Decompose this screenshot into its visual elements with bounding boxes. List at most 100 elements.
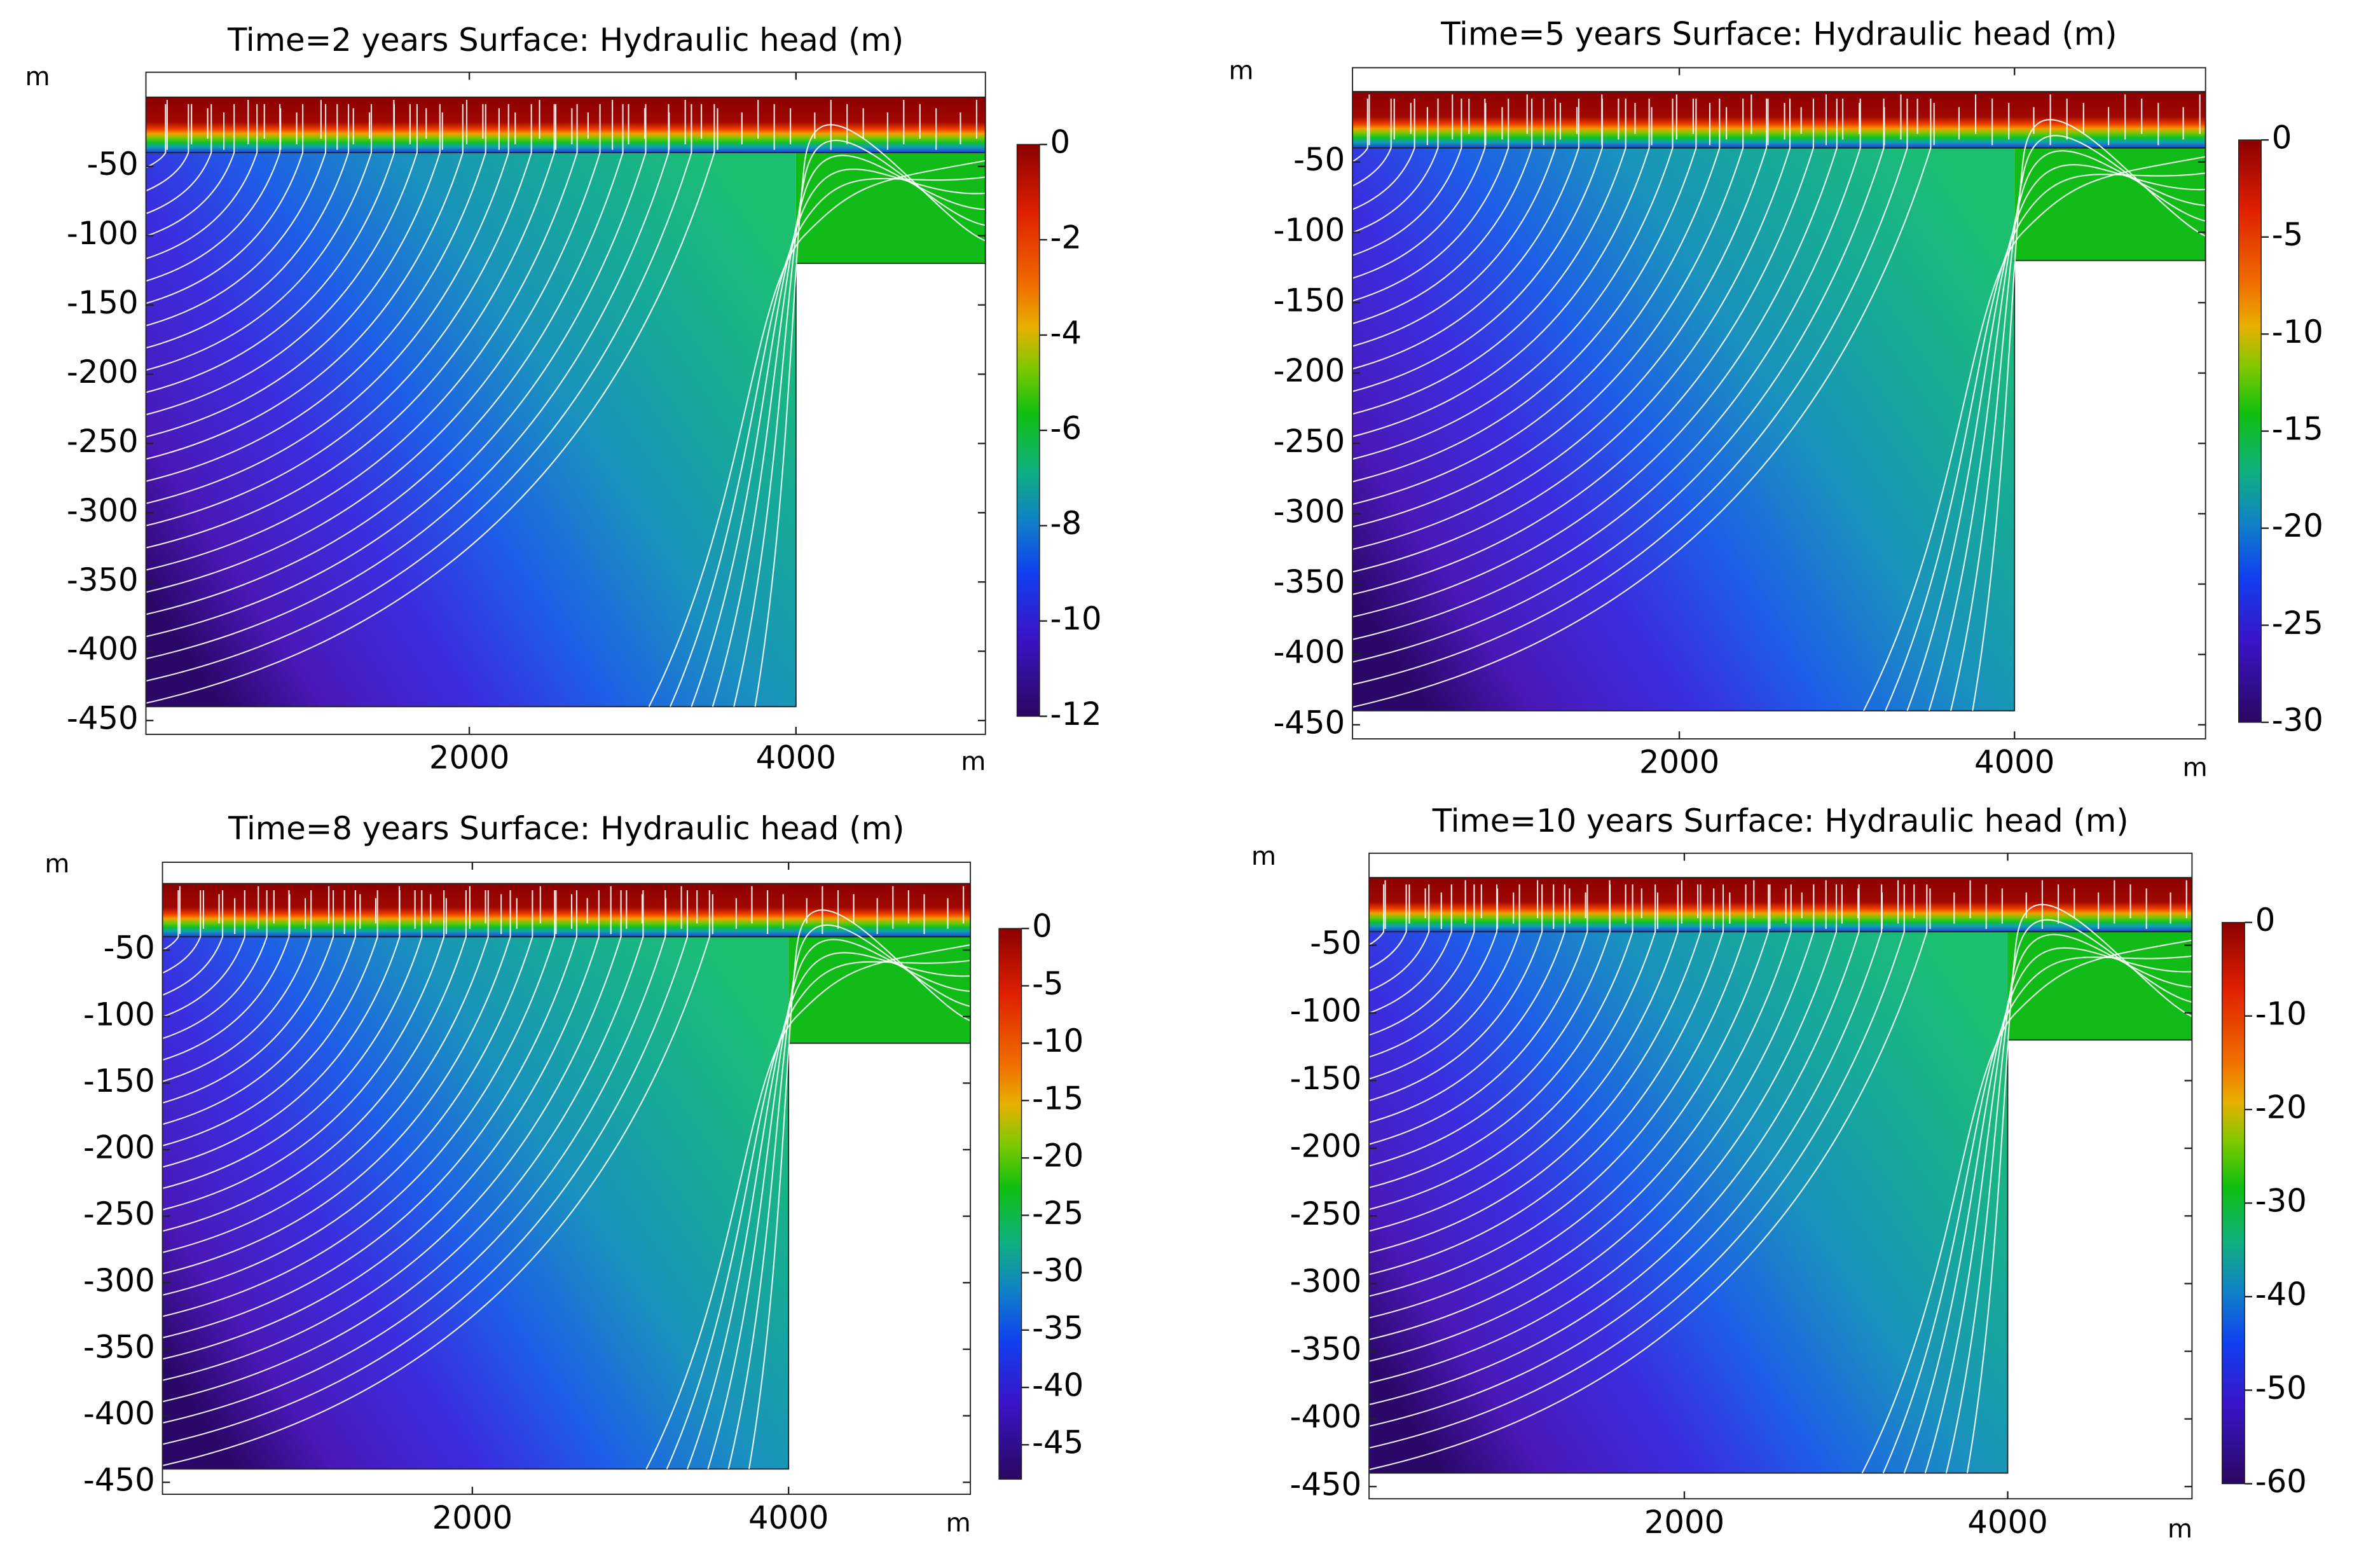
streamline bbox=[1972, 119, 2206, 711]
y-tick-label: -150 bbox=[83, 1063, 155, 1099]
streamline bbox=[1352, 99, 1533, 324]
y-tick-label: -400 bbox=[1273, 634, 1345, 671]
colorbar-tick-label: -50 bbox=[2255, 1370, 2307, 1406]
y-tick-label: -350 bbox=[67, 561, 139, 598]
streamline bbox=[162, 890, 710, 1466]
streamline bbox=[1352, 99, 1744, 528]
streamline bbox=[1369, 884, 1611, 1167]
y-tick-label: -450 bbox=[1273, 704, 1345, 741]
streamline bbox=[1352, 99, 1486, 279]
streamline bbox=[1352, 99, 1603, 392]
colorbar-tick-label: -30 bbox=[2255, 1183, 2307, 1220]
streamline bbox=[1966, 904, 2192, 1473]
streamline bbox=[146, 104, 258, 259]
x-tick-label: 2000 bbox=[432, 1499, 512, 1536]
y-tick-label: -300 bbox=[1273, 493, 1345, 530]
colorbar-tick-label: 0 bbox=[1050, 124, 1071, 161]
x-tick-label: 4000 bbox=[756, 739, 836, 776]
streamline bbox=[1369, 884, 1452, 1014]
x-tick-label: 4000 bbox=[1974, 744, 2054, 781]
streamline bbox=[146, 104, 418, 416]
y-tick-label: -200 bbox=[67, 354, 139, 390]
field bbox=[1369, 877, 2192, 1474]
streamline bbox=[146, 104, 532, 526]
streamline bbox=[146, 104, 189, 192]
y-tick-label: -250 bbox=[83, 1195, 155, 1232]
streamline bbox=[146, 104, 715, 704]
streamline bbox=[146, 104, 167, 168]
colorbar bbox=[998, 928, 1022, 1480]
y-tick-label: -200 bbox=[83, 1129, 155, 1166]
colorbar-tick-label: -25 bbox=[1032, 1195, 1083, 1232]
streamline bbox=[1369, 884, 1724, 1276]
streamline bbox=[1369, 884, 1656, 1211]
streamline bbox=[1369, 884, 1385, 946]
right-block bbox=[2007, 932, 2192, 1040]
streamline bbox=[162, 890, 224, 996]
streamline bbox=[1369, 884, 1475, 1036]
streamline bbox=[162, 890, 268, 1040]
streamline bbox=[1352, 99, 1627, 415]
colorbar-tick-label: -40 bbox=[1032, 1367, 1083, 1404]
streamline bbox=[1352, 99, 1392, 187]
colorbar-tick-label: -6 bbox=[1050, 409, 1082, 446]
colorbar-tick-label: -2 bbox=[1050, 219, 1082, 256]
streamline bbox=[146, 104, 647, 638]
y-axis-label: m bbox=[1251, 842, 1276, 871]
colorbar-tick-label: -8 bbox=[1050, 505, 1082, 542]
streamline bbox=[1369, 884, 1498, 1058]
streamline bbox=[1352, 99, 1791, 573]
colorbar-tick-label: -15 bbox=[2272, 411, 2323, 448]
streamline bbox=[748, 909, 971, 1469]
streamline bbox=[162, 890, 533, 1296]
streamline bbox=[146, 104, 350, 349]
streamline bbox=[162, 890, 689, 1445]
y-tick-label: -300 bbox=[1290, 1263, 1362, 1300]
colorbar-tick-label: -45 bbox=[1032, 1424, 1083, 1461]
streamline bbox=[162, 890, 622, 1381]
streamline bbox=[1352, 99, 1674, 460]
colorbar-tick-label: -20 bbox=[1032, 1138, 1083, 1174]
streamline bbox=[162, 890, 401, 1168]
x-tick-label: 2000 bbox=[1644, 1504, 1724, 1541]
y-axis-label: m bbox=[1228, 57, 1253, 86]
colorbar-tick-label: -10 bbox=[2255, 995, 2307, 1032]
top-layer bbox=[1369, 877, 2192, 932]
colorbar bbox=[2221, 922, 2245, 1485]
streamline bbox=[1369, 884, 1883, 1427]
y-tick-label: -350 bbox=[1273, 563, 1345, 600]
streamline bbox=[162, 890, 423, 1190]
streamline bbox=[1369, 884, 1747, 1297]
streamline bbox=[162, 890, 445, 1211]
streamline bbox=[1369, 884, 1430, 992]
x-tick-label: 4000 bbox=[748, 1499, 829, 1536]
y-tick-label: -100 bbox=[1273, 212, 1345, 249]
streamline bbox=[1352, 99, 1861, 640]
panel: Time=2 years Surface: Hydraulic head (m)… bbox=[25, 22, 1102, 776]
streamline bbox=[1352, 99, 1768, 551]
x-axis-label: m bbox=[2168, 1515, 2192, 1544]
field bbox=[146, 96, 986, 708]
y-tick-label: -50 bbox=[1293, 141, 1345, 178]
streamline bbox=[146, 104, 509, 504]
y-tick-label: -250 bbox=[67, 423, 139, 460]
streamline bbox=[162, 890, 245, 1018]
streamline bbox=[146, 104, 624, 616]
colorbar bbox=[2238, 139, 2262, 723]
streamline bbox=[162, 890, 578, 1338]
y-tick-label: -350 bbox=[83, 1328, 155, 1365]
colorbar-tick-label: -40 bbox=[2255, 1276, 2307, 1313]
y-tick-label: -300 bbox=[67, 492, 139, 529]
y-tick-label: -100 bbox=[83, 996, 155, 1033]
colorbar-tick-label: -4 bbox=[1050, 314, 1082, 351]
streamline bbox=[1352, 99, 1650, 437]
chart-title: Time=5 years Surface: Hydraulic head (m) bbox=[1440, 15, 2117, 52]
streamline bbox=[1352, 99, 1814, 595]
colorbar-tick-label: -10 bbox=[1050, 600, 1102, 637]
streamline bbox=[1369, 884, 1860, 1405]
streamline bbox=[1352, 99, 1932, 708]
streamline bbox=[146, 104, 235, 237]
streamline bbox=[146, 104, 327, 327]
